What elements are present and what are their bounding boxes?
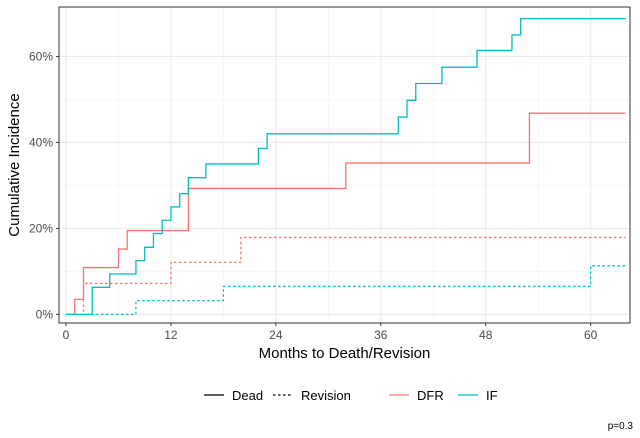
plot-panel-border <box>58 6 631 324</box>
series-line-dfr-revision <box>65 236 626 316</box>
series-line-dfr-dead <box>65 112 626 316</box>
legend-label-if: IF <box>486 388 498 403</box>
series-line-if-revision <box>65 265 626 316</box>
legend-label-dead: Dead <box>232 388 263 403</box>
p-value-annotation: p=0.3 <box>608 421 634 432</box>
grid-lines <box>59 7 630 323</box>
x-tick-label: 0 <box>63 328 70 342</box>
x-axis-title: Months to Death/Revision <box>259 345 431 362</box>
series-lines <box>65 17 626 316</box>
x-tick-label: 12 <box>164 328 178 342</box>
x-tick-label: 60 <box>584 328 598 342</box>
x-tick-label: 24 <box>269 328 283 342</box>
y-axis-title: Cumulative Incidence <box>6 93 23 236</box>
legend-label-dfr: DFR <box>417 388 444 403</box>
x-tick-label: 48 <box>479 328 493 342</box>
plot-panel-background <box>59 7 630 323</box>
y-tick-label: 40% <box>29 135 53 149</box>
x-tick-label: 36 <box>374 328 388 342</box>
legend-label-revision: Revision <box>301 388 351 403</box>
y-tick-label: 20% <box>29 221 53 235</box>
series-line-if-dead <box>65 17 626 316</box>
legend: Dead Revision DFR IF <box>204 388 498 403</box>
axes: 0 12 24 36 48 60 0% 20% 40% 60% <box>29 49 598 342</box>
y-tick-label: 60% <box>29 49 53 63</box>
y-tick-label: 0% <box>36 307 54 321</box>
